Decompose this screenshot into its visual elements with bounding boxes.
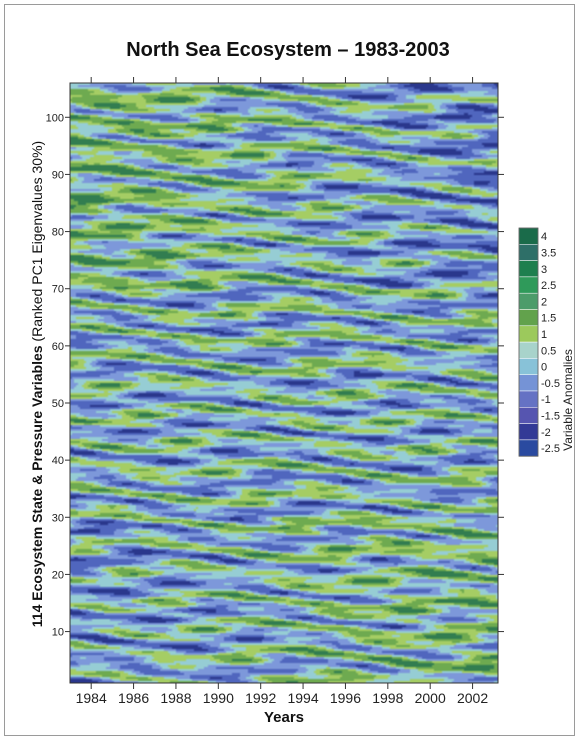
y-tick-label: 20 [52, 569, 64, 581]
colorbar-swatch [518, 341, 539, 359]
colorbar-level-label: 1 [541, 329, 547, 341]
colorbar-swatch [518, 276, 539, 294]
colorbar-level-label: 3 [541, 264, 547, 276]
y-tick-label: 50 [52, 398, 64, 410]
plot-border [69, 82, 499, 684]
y-axis-label: 114 Ecosystem State & Pressure Variables… [29, 141, 45, 627]
x-tick-label: 1988 [160, 690, 191, 706]
y-tick-label: 70 [52, 284, 64, 296]
colorbar-swatch [518, 325, 539, 343]
colorbar-swatch [518, 309, 539, 327]
y-tick-label: 30 [52, 512, 64, 524]
colorbar-level-label: 2 [541, 296, 547, 308]
y-axis: 10 20 30 40 50 60 70 80 90 100 [46, 112, 504, 639]
colorbar-level-label: 0 [541, 362, 547, 374]
y-tick-label: 60 [52, 341, 64, 353]
colorbar-level-label: -2.5 [541, 443, 560, 455]
colorbar-level-label: 4 [541, 231, 547, 243]
colorbar-swatch [518, 423, 539, 441]
colorbar-swatch [518, 390, 539, 408]
colorbar-border [518, 227, 539, 457]
colorbar-label: Variable Anomalies [561, 349, 575, 451]
colorbar: 4 3.5 3 2.5 2 1.5 1 0.5 0 -0.5 -1 -1.5 -2 -2.5 [518, 227, 560, 457]
colorbar-level-label: -1.5 [541, 410, 560, 422]
x-axis-label: Years [264, 709, 304, 726]
heatmap-image [70, 83, 498, 683]
x-tick-label: 1996 [330, 690, 361, 706]
colorbar-swatch [518, 227, 539, 245]
chart-title: North Sea Ecosystem – 1983-2003 [126, 39, 450, 61]
heatmap-field [70, 83, 498, 683]
y-tick-label: 100 [46, 112, 64, 124]
colorbar-swatch [518, 260, 539, 278]
colorbar-swatch [518, 244, 539, 261]
y-tick-label: 10 [52, 627, 64, 639]
x-tick-label: 1992 [245, 690, 276, 706]
x-tick-label: 1994 [287, 690, 318, 706]
colorbar-swatch [518, 358, 539, 375]
y-tick-label: 90 [52, 169, 64, 181]
y-tick-label: 40 [52, 455, 64, 467]
y-tick-label: 80 [52, 227, 64, 239]
colorbar-level-label: -0.5 [541, 378, 560, 390]
colorbar-swatch [518, 374, 539, 392]
y-axis-label-normal: (Ranked PC1 Eigenvalues 30%) [29, 141, 45, 346]
x-tick-label: 2000 [415, 690, 446, 706]
colorbar-level-label: 1.5 [541, 313, 556, 325]
x-tick-label: 2002 [457, 690, 488, 706]
colorbar-level-label: -2 [541, 427, 551, 439]
colorbar-level-label: 3.5 [541, 247, 556, 259]
x-axis: 1984 1986 1988 1990 1992 1994 1996 1998 2000 2002 [76, 77, 488, 706]
x-tick-label: 1984 [76, 690, 107, 706]
colorbar-level-label: 2.5 [541, 280, 556, 292]
colorbar-swatch [518, 292, 539, 310]
colorbar-level-label: 0.5 [541, 345, 556, 357]
y-axis-label-bold: 114 Ecosystem State & Pressure Variables [29, 345, 45, 627]
x-tick-label: 1990 [203, 690, 234, 706]
colorbar-swatch [518, 407, 539, 424]
x-tick-label: 1986 [118, 690, 149, 706]
colorbar-level-label: -1 [541, 394, 551, 406]
x-tick-label: 1998 [372, 690, 403, 706]
colorbar-swatch [518, 439, 539, 457]
